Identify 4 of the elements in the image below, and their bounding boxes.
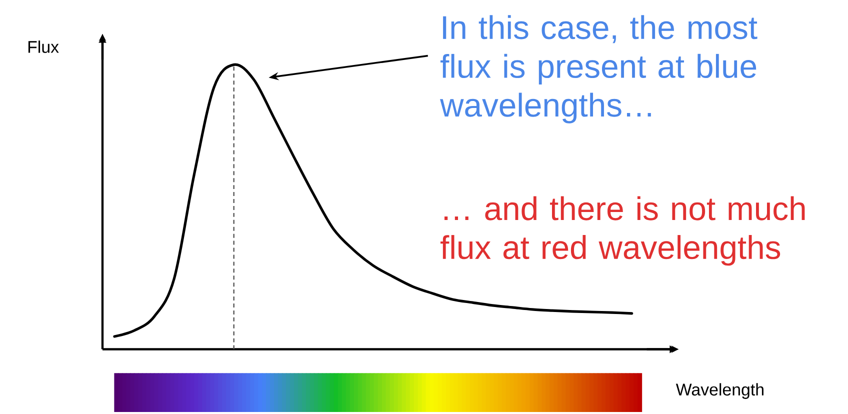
y-axis-title: Flux [28, 40, 59, 53]
annotation: … and there is not much flux at red wavelengths [440, 196, 805, 266]
x-axis-title: Wavelength [676, 383, 764, 399]
annotation: In this case, the most flux is present at blue wavelengths… [440, 15, 758, 124]
